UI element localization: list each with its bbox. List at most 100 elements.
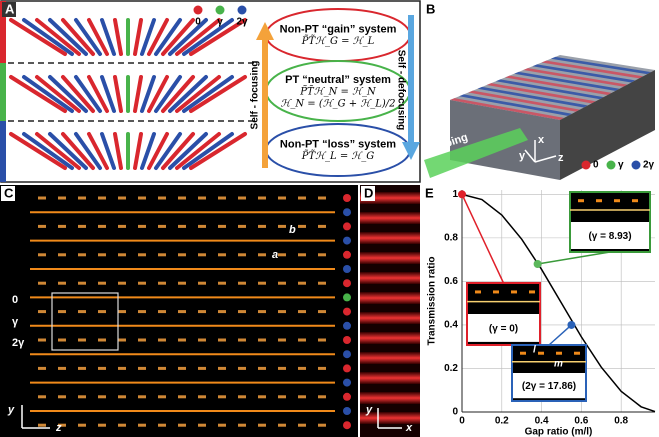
inset-spot [529, 290, 535, 294]
spot [178, 224, 186, 228]
legend-dot [193, 5, 203, 15]
axis-arrow [534, 155, 557, 163]
waveguide-rod [147, 132, 169, 170]
side-dot [343, 194, 351, 202]
inset-spot [475, 290, 481, 294]
side-dot [343, 222, 351, 231]
spot [78, 253, 86, 257]
x-tick-label: 0.8 [614, 416, 628, 427]
spot [238, 224, 246, 228]
spot [198, 395, 206, 399]
spot [298, 281, 306, 285]
spot [78, 196, 86, 200]
spot [278, 395, 286, 399]
system-title: PT “neutral” system [285, 74, 391, 86]
spot [198, 310, 206, 314]
stripe [459, 94, 572, 116]
spot [258, 196, 266, 200]
spot [58, 366, 66, 370]
spot [98, 224, 106, 228]
y-tick-label: 0.8 [444, 233, 458, 244]
stripe [532, 64, 636, 83]
system-title: Non-PT “gain” system [280, 23, 397, 35]
system-title: Non-PT “loss” system [280, 138, 396, 150]
spot [118, 338, 126, 342]
inset-spot [632, 199, 638, 203]
waveguide-rod [168, 18, 208, 56]
spot [258, 366, 266, 370]
spot [278, 366, 286, 370]
spot [78, 395, 86, 399]
stripe [477, 86, 588, 108]
side-dot [343, 364, 351, 373]
spot [298, 196, 306, 200]
legend-dot [237, 5, 247, 15]
spot [78, 423, 86, 427]
marker [533, 260, 542, 268]
y-tick-label: 0.6 [444, 276, 458, 287]
waveguide-rod [87, 18, 109, 56]
spot [158, 281, 166, 285]
spot [298, 253, 306, 257]
waveguide-rod [113, 75, 123, 113]
equation: P̃T̃ℋ_N = ℋ_N [299, 86, 377, 98]
spot [38, 338, 46, 342]
panel-label: E [425, 185, 434, 200]
inset-spot [520, 351, 526, 355]
spot [58, 423, 66, 427]
pointer [537, 251, 611, 265]
waveguide-rod [168, 75, 208, 113]
spot [218, 253, 226, 257]
waveguide-rod [133, 75, 143, 113]
spot [98, 196, 106, 200]
spot [198, 224, 206, 228]
spot [138, 338, 146, 342]
inset-caption: (2γ = 17.86) [522, 381, 576, 392]
spot [178, 423, 186, 427]
spot [198, 423, 206, 427]
side-dot [343, 407, 351, 415]
spot [318, 224, 326, 228]
side-dot [343, 250, 351, 259]
spot [198, 281, 206, 285]
curve [461, 193, 656, 413]
spot [298, 310, 306, 314]
spot [38, 196, 46, 200]
pointer [461, 194, 505, 284]
spot [158, 310, 166, 314]
spot [178, 310, 186, 314]
spot [158, 253, 166, 257]
waveguide-rod [48, 18, 88, 56]
spot [318, 338, 326, 342]
focus-arrow [256, 22, 274, 168]
spot [198, 196, 206, 200]
spot [258, 423, 266, 427]
side-dot [343, 293, 351, 302]
waveguide-rod [74, 132, 102, 170]
inset-caption: (γ = 8.93) [588, 231, 631, 242]
legend-label: 2γ [643, 160, 655, 171]
inset-spot [578, 199, 584, 203]
spot [258, 395, 266, 399]
spot [238, 366, 246, 370]
inset-spot [614, 199, 620, 203]
intensity-band [360, 232, 420, 244]
spot [78, 224, 86, 228]
crystal-side [560, 70, 655, 180]
spot [258, 253, 266, 257]
spot [138, 366, 146, 370]
spot [78, 338, 86, 342]
label-box [361, 186, 375, 201]
inset-spot [511, 290, 517, 294]
spot [238, 423, 246, 427]
waveguide-rod [100, 75, 116, 113]
inset-spot [493, 290, 499, 294]
spot [98, 281, 106, 285]
color-bar [0, 121, 6, 182]
legend-label: 0 [195, 17, 201, 28]
axis-label: y [365, 404, 373, 416]
spot [138, 196, 146, 200]
legend-label: 0 [593, 160, 599, 171]
side-dot [343, 279, 351, 288]
spot [138, 423, 146, 427]
